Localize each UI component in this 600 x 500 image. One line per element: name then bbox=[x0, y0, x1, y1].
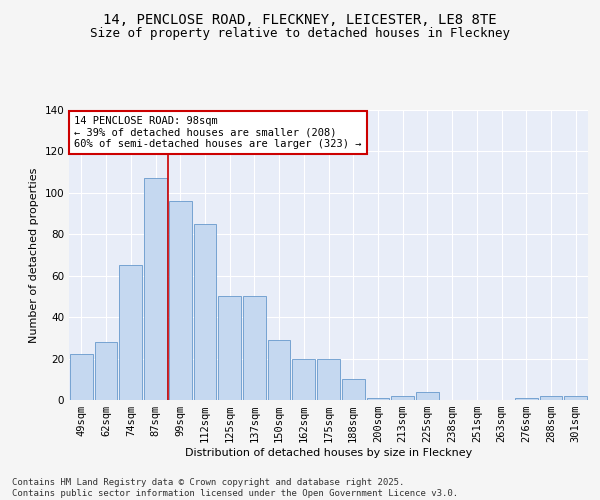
Bar bbox=[391, 396, 414, 400]
Y-axis label: Number of detached properties: Number of detached properties bbox=[29, 168, 39, 342]
Bar bbox=[539, 396, 562, 400]
Text: 14, PENCLOSE ROAD, FLECKNEY, LEICESTER, LE8 8TE: 14, PENCLOSE ROAD, FLECKNEY, LEICESTER, … bbox=[103, 12, 497, 26]
Text: Contains HM Land Registry data © Crown copyright and database right 2025.
Contai: Contains HM Land Registry data © Crown c… bbox=[12, 478, 458, 498]
Text: Size of property relative to detached houses in Fleckney: Size of property relative to detached ho… bbox=[90, 28, 510, 40]
Text: 14 PENCLOSE ROAD: 98sqm
← 39% of detached houses are smaller (208)
60% of semi-d: 14 PENCLOSE ROAD: 98sqm ← 39% of detache… bbox=[74, 116, 362, 149]
Bar bbox=[416, 392, 439, 400]
Bar bbox=[268, 340, 290, 400]
X-axis label: Distribution of detached houses by size in Fleckney: Distribution of detached houses by size … bbox=[185, 448, 472, 458]
Bar bbox=[292, 358, 315, 400]
Bar bbox=[194, 224, 216, 400]
Bar bbox=[119, 266, 142, 400]
Bar bbox=[243, 296, 266, 400]
Bar bbox=[564, 396, 587, 400]
Bar bbox=[367, 398, 389, 400]
Bar bbox=[515, 398, 538, 400]
Bar bbox=[169, 201, 191, 400]
Bar bbox=[317, 358, 340, 400]
Bar bbox=[70, 354, 93, 400]
Bar bbox=[342, 380, 365, 400]
Bar bbox=[218, 296, 241, 400]
Bar bbox=[95, 342, 118, 400]
Bar bbox=[144, 178, 167, 400]
